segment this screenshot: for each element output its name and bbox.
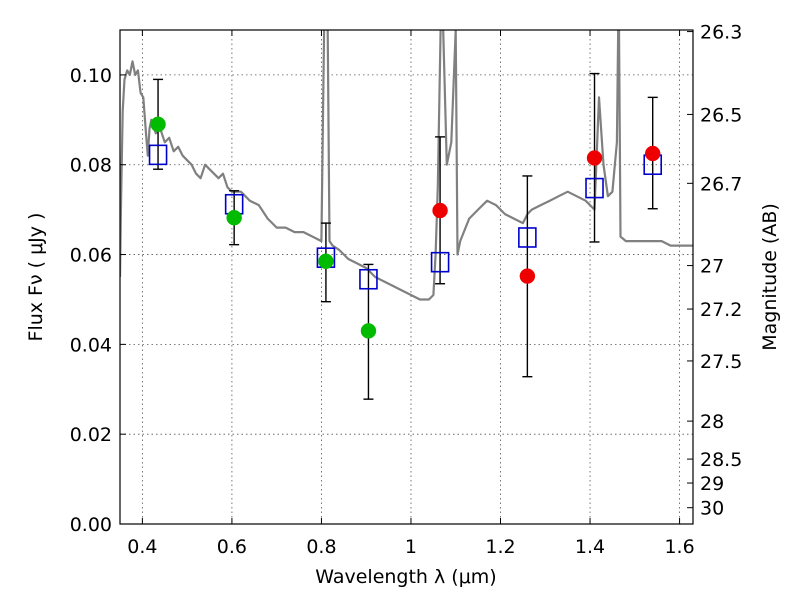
x-tick-label: 1: [405, 536, 417, 558]
tick-labels: 0.4 0.6 0.8 1 1.2 1.4 1.6 0.00 0.02 0.04 0.06 0.08 0…: [70, 22, 743, 558]
mag-tick-label: 26.3: [700, 22, 742, 44]
x-tick-label: 0.8: [306, 536, 336, 558]
data-point: [318, 253, 334, 270]
sed-line: [120, 30, 693, 301]
model-square: [148, 144, 168, 166]
mag-tick-label: 30: [700, 498, 724, 520]
data-point: [586, 150, 603, 166]
data-point: [519, 268, 536, 284]
x-tick-label: 1.6: [664, 536, 694, 558]
data-point: [360, 323, 377, 339]
x-tick-label: 1.4: [575, 536, 605, 558]
x-tick-label: 0.6: [217, 536, 247, 558]
model-square: [518, 227, 537, 248]
y-tick-label: 0.06: [70, 245, 112, 267]
y2-axis-title: Magnitude (AB): [759, 203, 781, 351]
y-tick-label: 0.02: [70, 424, 112, 446]
mag-tick-label: 28: [700, 411, 724, 433]
mag-tick-label: 26.5: [700, 104, 742, 126]
data-point: [226, 209, 242, 226]
y-tick-label: 0.08: [70, 155, 112, 177]
data-point: [150, 116, 166, 133]
y-axis-title: Flux Fν ( μJy ): [25, 213, 47, 342]
y-tick-label: 0.04: [70, 334, 112, 356]
x-axis-title: Wavelength λ (μm): [315, 566, 496, 588]
data-point: [644, 145, 661, 162]
mag-tick-label: 26.7: [700, 173, 742, 195]
x-tick-label: 0.4: [127, 536, 157, 558]
mag-tick-label: 27.2: [700, 299, 742, 321]
tick-marks: [120, 30, 693, 525]
mag-tick-label: 27.5: [700, 351, 742, 373]
model-square: [430, 251, 450, 273]
x-tick-label: 1.2: [485, 536, 515, 558]
mag-tick-label: 27: [700, 256, 724, 278]
model-square: [585, 177, 604, 199]
y-tick-label: 0.00: [70, 514, 112, 536]
mag-tick-label: 29: [700, 473, 724, 495]
data-point: [432, 202, 448, 219]
model-square: [359, 268, 378, 290]
grid-lines: [120, 30, 693, 524]
data-layer: [120, 30, 693, 400]
plot-frame: [119, 29, 694, 525]
y-tick-label: 0.10: [70, 65, 112, 87]
mag-tick-label: 28.5: [700, 449, 742, 471]
